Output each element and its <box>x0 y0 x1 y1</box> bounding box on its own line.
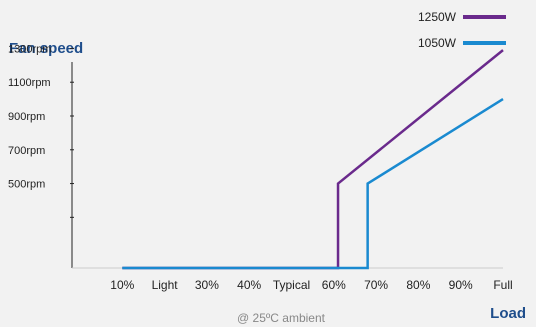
y-axis-title: Fan speed <box>9 40 83 57</box>
y-tick-label: 700rpm <box>8 145 45 157</box>
legend-label-1250w: 1250W <box>418 10 457 24</box>
y-tick-label: 1300rpm <box>8 43 51 55</box>
x-tick-label: 80% <box>406 278 430 292</box>
series-lines <box>122 49 504 270</box>
x-tick-label: 90% <box>449 278 473 292</box>
legend-label-1050w: 1050W <box>418 36 457 50</box>
x-axis-title: Load <box>490 305 526 322</box>
x-tick-label: Full <box>493 278 512 292</box>
y-tick-label: 500rpm <box>8 179 45 191</box>
series-line-1050w <box>122 98 504 270</box>
x-tick-label: 40% <box>237 278 261 292</box>
x-tick-label: 10% <box>110 278 134 292</box>
x-tick-label: Light <box>152 278 179 292</box>
x-tick-label: Typical <box>273 278 310 292</box>
y-ticks: 500rpm 700rpm 900rpm 1100rpm 1300rpm <box>8 43 74 218</box>
series-line-1250w <box>122 49 504 270</box>
y-tick-label: 1100rpm <box>8 77 51 89</box>
x-tick-label: 30% <box>195 278 219 292</box>
y-tick-label: 900rpm <box>8 111 45 123</box>
x-ticks: 10% Light 30% 40% Typical 60% 70% 80% 90% Full <box>110 278 512 292</box>
x-tick-label: 70% <box>364 278 388 292</box>
x-tick-label: 60% <box>322 278 346 292</box>
ambient-footnote: @ 25ºC ambient <box>237 311 326 325</box>
legend: 1250W 1050W <box>418 10 506 50</box>
